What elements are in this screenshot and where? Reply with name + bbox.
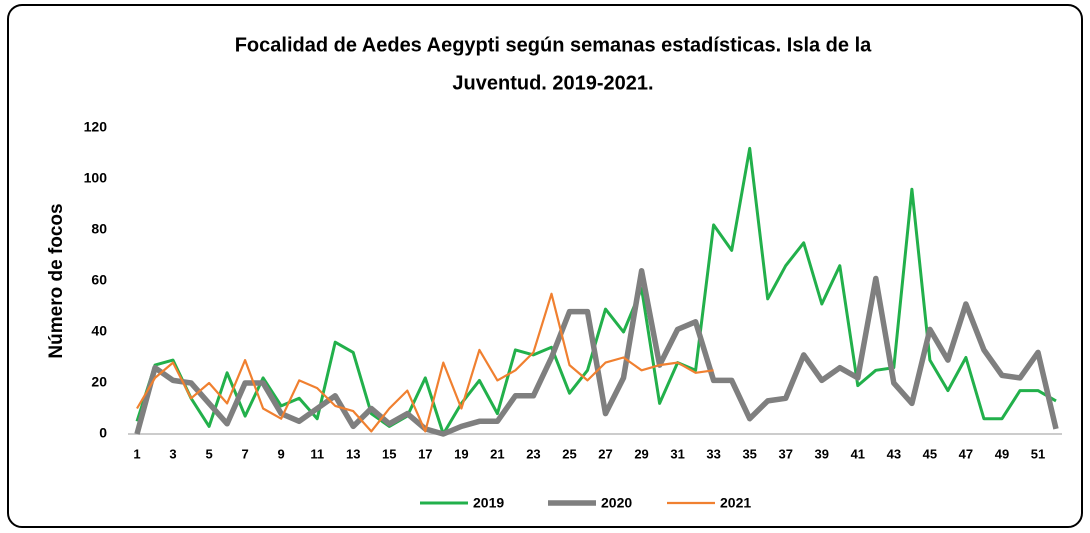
x-tick-label: 35 bbox=[742, 446, 756, 461]
x-tick-label: 51 bbox=[1031, 446, 1045, 461]
legend-label: 2019 bbox=[473, 495, 504, 511]
x-tick-label: 9 bbox=[278, 446, 285, 461]
series-line bbox=[134, 268, 1059, 437]
y-tick-label: 0 bbox=[99, 425, 107, 441]
x-tick-label: 49 bbox=[995, 446, 1009, 461]
x-tick-label: 5 bbox=[205, 446, 212, 461]
y-tick-label: 100 bbox=[84, 170, 108, 186]
chart-title: Focalidad de Aedes Aegypti según semanas… bbox=[235, 34, 872, 56]
x-tick-label: 19 bbox=[454, 446, 468, 461]
x-tick-label: 39 bbox=[815, 446, 829, 461]
x-tick-label: 15 bbox=[382, 446, 396, 461]
legend-label: 2021 bbox=[720, 495, 751, 511]
x-tick-label: 45 bbox=[923, 446, 937, 461]
y-tick-label: 60 bbox=[91, 272, 107, 288]
x-tick-label: 11 bbox=[310, 446, 324, 461]
y-tick-label: 120 bbox=[84, 119, 108, 135]
x-tick-label: 47 bbox=[959, 446, 973, 461]
x-tick-label: 7 bbox=[242, 446, 249, 461]
y-tick-label: 80 bbox=[91, 221, 107, 237]
x-tick-label: 1 bbox=[133, 446, 140, 461]
x-tick-label: 17 bbox=[418, 446, 432, 461]
x-tick-label: 27 bbox=[598, 446, 612, 461]
x-tick-label: 3 bbox=[169, 446, 176, 461]
series-line bbox=[136, 292, 714, 433]
legend-label: 2020 bbox=[601, 495, 632, 511]
x-tick-label: 33 bbox=[706, 446, 720, 461]
x-tick-label: 41 bbox=[851, 446, 865, 461]
x-tick-label: 43 bbox=[887, 446, 901, 461]
y-axis-label: Número de focos bbox=[46, 203, 67, 358]
y-tick-label: 40 bbox=[91, 323, 107, 339]
x-tick-label: 25 bbox=[562, 446, 576, 461]
x-tick-label: 29 bbox=[634, 446, 648, 461]
x-tick-label: 31 bbox=[670, 446, 684, 461]
x-tick-label: 37 bbox=[778, 446, 792, 461]
x-tick-label: 23 bbox=[526, 446, 540, 461]
chart-title: Juventud. 2019-2021. bbox=[452, 72, 653, 94]
x-tick-label: 21 bbox=[490, 446, 504, 461]
y-tick-label: 20 bbox=[91, 374, 107, 390]
x-tick-label: 13 bbox=[346, 446, 360, 461]
